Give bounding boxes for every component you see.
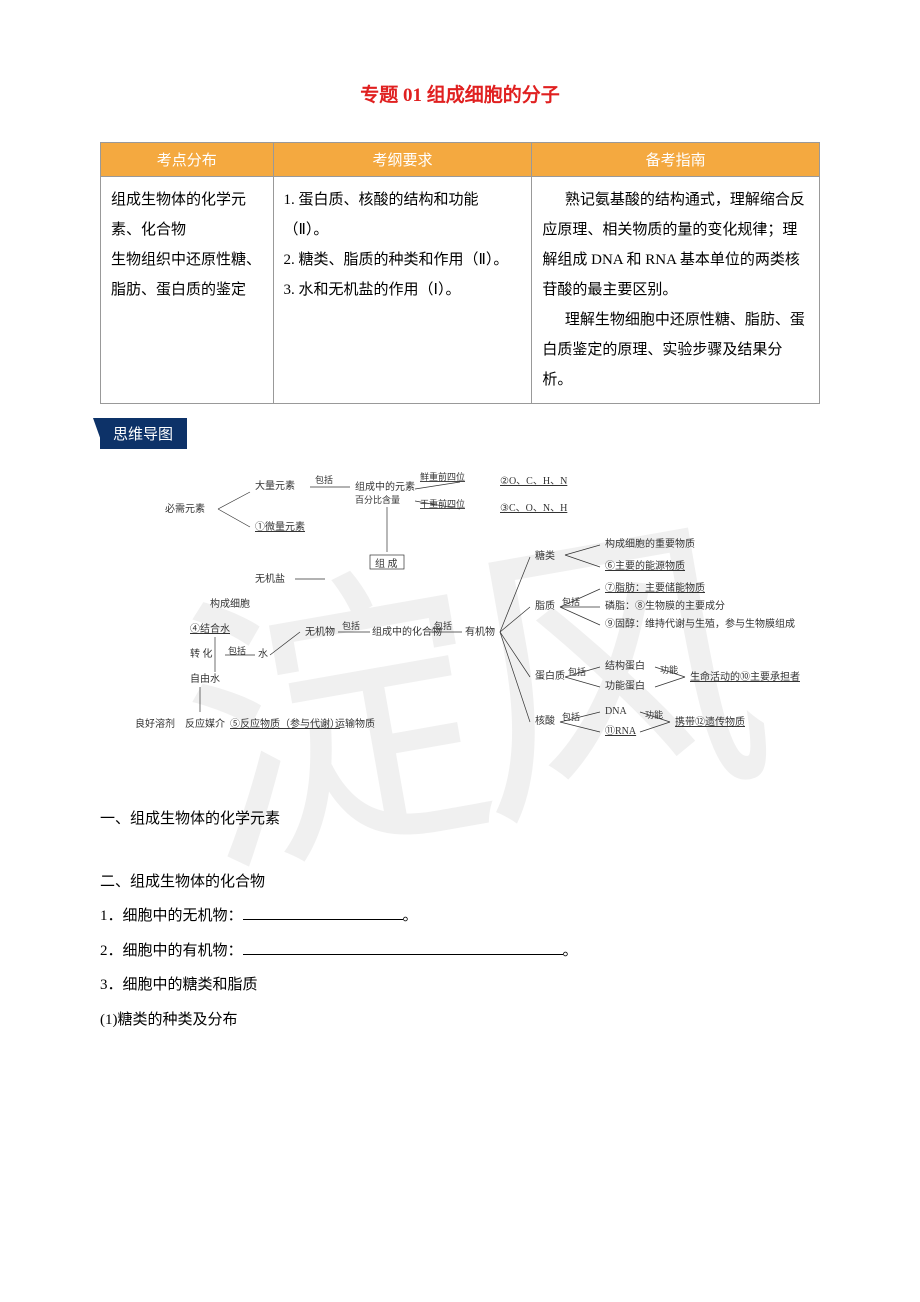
mm-bound: ④结合水 xyxy=(190,622,230,635)
mm-trans: 运输物质 xyxy=(335,717,375,730)
outline-i1: 1．细胞中的无机物： xyxy=(100,908,243,924)
mm-incl3: 包括 xyxy=(434,620,452,631)
mm-comp: 组成中的化合物 xyxy=(372,625,442,638)
mm-prot: 蛋白质 xyxy=(535,669,565,682)
outline-i3: 3．细胞中的糖类和脂质 xyxy=(100,968,820,1003)
mm-incl2: 包括 xyxy=(342,620,360,631)
outline-i2: 2．细胞中的有机物： xyxy=(100,943,243,959)
mm-wet-v: ②O、C、H、N xyxy=(500,476,567,487)
mm-func: 功能 xyxy=(660,664,678,675)
table-header-row: 考点分布 考纲要求 备考指南 xyxy=(101,143,820,177)
outline-i1-row: 1．细胞中的无机物： 。 xyxy=(100,899,820,934)
col-header-distribution: 考点分布 xyxy=(101,143,274,177)
col-header-guide: 备考指南 xyxy=(532,143,820,177)
mm-solvent: 良好溶剂 xyxy=(135,717,175,730)
mindmap-diagram: 必需元素 大量元素 ①微量元素 包括 组成中的元素 百分比含量 鲜重前四位 干重… xyxy=(100,467,820,772)
punct-2: 。 xyxy=(563,943,578,959)
mm-lipid-in: 包括 xyxy=(562,596,580,607)
mm-medium: 反应媒介 xyxy=(185,717,225,730)
syllabus-table: 考点分布 考纲要求 备考指南 组成生物体的化学元素、化合物 生物组织中还原性糖、… xyxy=(100,142,820,404)
blank-inorganic[interactable] xyxy=(243,905,403,920)
outline-i2-row: 2．细胞中的有机物： 。 xyxy=(100,934,820,969)
mm-sugar-a: 构成细胞的重要物质 xyxy=(605,537,695,550)
section-label-wrap: 思维导图 xyxy=(100,418,820,449)
mm-rna: ⑪RNA xyxy=(605,725,637,737)
outline-h1: 一、组成生物体的化学元素 xyxy=(100,802,820,837)
mm-micro: ①微量元素 xyxy=(255,520,305,533)
outline-i3a: (1)糖类的种类及分布 xyxy=(100,1003,820,1038)
mm-func-p: 功能蛋白 xyxy=(605,679,645,692)
req-item-1: 1. 蛋白质、核酸的结构和功能（Ⅱ）。 xyxy=(284,185,522,245)
mm-percent: 百分比含量 xyxy=(355,494,400,505)
mm-macro: 大量元素 xyxy=(255,479,295,492)
mm-sugar: 糖类 xyxy=(535,549,555,562)
mm-compose: 组 成 xyxy=(375,557,398,570)
cell-guide: 熟记氨基酸的结构通式，理解缩合反应原理、相关物质的量的变化规律；理解组成 DNA… xyxy=(532,177,820,404)
mindmap-svg: 必需元素 大量元素 ①微量元素 包括 组成中的元素 百分比含量 鲜重前四位 干重… xyxy=(100,467,820,767)
mm-wet: 鲜重前四位 xyxy=(420,471,465,482)
page: 专题 01 组成细胞的分子 考点分布 考纲要求 备考指南 组成生物体的化学元素、… xyxy=(0,0,920,1037)
guide-p1: 熟记氨基酸的结构通式，理解缩合反应原理、相关物质的量的变化规律；理解组成 DNA… xyxy=(542,185,809,305)
mm-dna: DNA xyxy=(605,706,627,717)
mm-dry: 干重前四位 xyxy=(420,498,465,509)
req-item-2: 2. 糖类、脂质的种类和作用（Ⅱ）。 xyxy=(284,245,522,275)
outline-section: 一、组成生物体的化学元素 二、组成生物体的化合物 1．细胞中的无机物： 。 2．细… xyxy=(100,802,820,1037)
mm-inorg: 无机物 xyxy=(305,625,335,638)
mm-water: 水 xyxy=(258,648,268,660)
mm-include: 包括 xyxy=(315,474,333,485)
guide-p2: 理解生物细胞中还原性糖、脂肪、蛋白质鉴定的原理、实验步骤及结果分析。 xyxy=(542,305,809,395)
mm-life: 生命活动的⑩主要承担者 xyxy=(690,670,800,683)
mm-cell-elem: 组成中的元素 xyxy=(355,480,415,493)
mm-makecell: 构成细胞 xyxy=(210,597,250,610)
mm-sugar-b: ⑥主要的能源物质 xyxy=(605,559,685,572)
mm-salt: 无机盐 xyxy=(255,572,285,585)
page-title: 专题 01 组成细胞的分子 xyxy=(100,80,820,107)
outline-h2: 二、组成生物体的化合物 xyxy=(100,865,820,900)
cell-distribution: 组成生物体的化学元素、化合物 生物组织中还原性糖、脂肪、蛋白质的鉴定 xyxy=(101,177,274,404)
mm-required: 必需元素 xyxy=(165,502,205,515)
mindmap-section-label: 思维导图 xyxy=(100,418,187,449)
punct-1: 。 xyxy=(403,908,418,924)
mm-fat: ⑦脂肪：主要储能物质 xyxy=(605,581,705,594)
mm-dry-v: ③C、O、N、H xyxy=(500,503,567,514)
mm-func2: 功能 xyxy=(645,709,663,720)
col-header-requirement: 考纲要求 xyxy=(273,143,532,177)
mm-ba: 包括 xyxy=(228,645,246,656)
req-item-3: 3. 水和无机盐的作用（Ⅰ）。 xyxy=(284,275,522,305)
mm-ster: ⑨固醇：维持代谢与生殖，参与生物膜组成 xyxy=(605,617,795,630)
mm-org: 有机物 xyxy=(465,625,495,638)
mm-free: 自由水 xyxy=(190,672,220,685)
mm-react: ⑤反应物质（参与代谢） xyxy=(230,717,340,730)
mm-lipid: 脂质 xyxy=(535,599,555,612)
mm-convert: 转 化 xyxy=(190,647,213,660)
blank-organic[interactable] xyxy=(243,940,563,955)
mm-struct: 结构蛋白 xyxy=(605,659,645,672)
mm-nuc: 核酸 xyxy=(535,714,555,727)
mm-genetic: 携带⑫遗传物质 xyxy=(675,715,745,728)
mm-nuc-in: 包括 xyxy=(562,711,580,722)
table-row: 组成生物体的化学元素、化合物 生物组织中还原性糖、脂肪、蛋白质的鉴定 1. 蛋白… xyxy=(101,177,820,404)
cell-requirement: 1. 蛋白质、核酸的结构和功能（Ⅱ）。 2. 糖类、脂质的种类和作用（Ⅱ）。 3… xyxy=(273,177,532,404)
mm-phos: 磷脂：⑧生物膜的主要成分 xyxy=(605,599,725,612)
